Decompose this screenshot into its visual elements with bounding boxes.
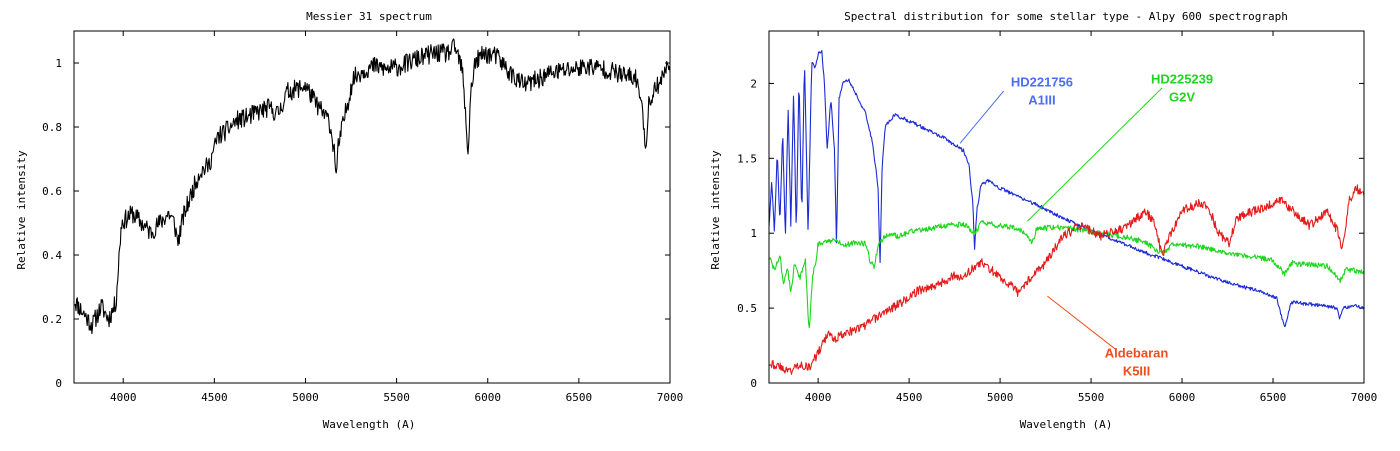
- chart-title: Spectral distribution for some stellar t…: [844, 10, 1288, 23]
- x-tick-label: 4500: [896, 391, 923, 404]
- annotation-label: A1III: [1028, 92, 1055, 107]
- x-tick-label: 5000: [292, 391, 319, 404]
- x-tick-label: 6500: [566, 391, 593, 404]
- series-line-0: [73, 38, 671, 335]
- y-tick-label: 0.8: [42, 121, 62, 134]
- x-tick-label: 5000: [987, 391, 1014, 404]
- series-line-2: [768, 184, 1365, 375]
- chart-messier31: Messier 31 spectrum Wavelength (A) Relat…: [15, 10, 683, 431]
- x-tick-label: 6000: [474, 391, 501, 404]
- x-tick-label: 4500: [201, 391, 228, 404]
- y-tick-label: 0.6: [42, 185, 62, 198]
- annotation-leader-line: [1047, 295, 1117, 351]
- x-tick-label: 7000: [1351, 391, 1378, 404]
- annotation-label: HD221756: [1011, 74, 1073, 89]
- x-axis-label: Wavelength (A): [323, 418, 416, 431]
- x-tick-label: 7000: [657, 391, 684, 404]
- series-line-1: [768, 220, 1365, 329]
- plot-frame: [768, 30, 1365, 384]
- x-axis-label: Wavelength (A): [1020, 418, 1113, 431]
- x-tick-label: 6000: [1169, 391, 1196, 404]
- y-tick-label: 0.4: [42, 249, 62, 262]
- y-tick-label: 0.5: [737, 302, 757, 315]
- x-tick-label: 4000: [110, 391, 137, 404]
- y-tick-label: 1.5: [737, 152, 757, 165]
- annotation-label: K5III: [1123, 364, 1150, 379]
- x-tick-label: 5500: [383, 391, 410, 404]
- annotation-label: Aldebaran: [1105, 346, 1169, 361]
- y-tick-label: 1: [750, 227, 757, 240]
- plot-frame: [73, 30, 671, 384]
- y-tick-label: 1: [55, 57, 62, 70]
- series-line-0: [768, 50, 1365, 328]
- plot-area: 4000 4500 5000 5500 6000 6500 7000 0 0.5 1 1.5 2 HD2…: [737, 31, 1377, 404]
- plot-area: 4000 4500 5000 5500 6000 6500 7000 0 0.2 0.4 0.6 0.…: [42, 31, 683, 404]
- y-tick-label: 0.2: [42, 313, 62, 326]
- x-tick-label: 5500: [1078, 391, 1105, 404]
- annotation-leader-line: [959, 90, 1005, 144]
- chart-stellar-types: Spectral distribution for some stellar t…: [709, 10, 1377, 431]
- y-tick-label: 2: [750, 77, 757, 90]
- annotation-label: HD225239: [1151, 71, 1213, 86]
- y-axis-label: Relative intensity: [709, 150, 722, 270]
- y-tick-label: 0: [55, 377, 62, 390]
- annotation-label: G2V: [1169, 89, 1195, 104]
- y-tick-label: 0: [750, 377, 757, 390]
- x-tick-label: 6500: [1260, 391, 1287, 404]
- annotation-leader-line: [1027, 87, 1163, 222]
- x-tick-label: 4000: [805, 391, 832, 404]
- chart-title: Messier 31 spectrum: [306, 10, 432, 23]
- y-axis-label: Relative intensity: [15, 150, 28, 270]
